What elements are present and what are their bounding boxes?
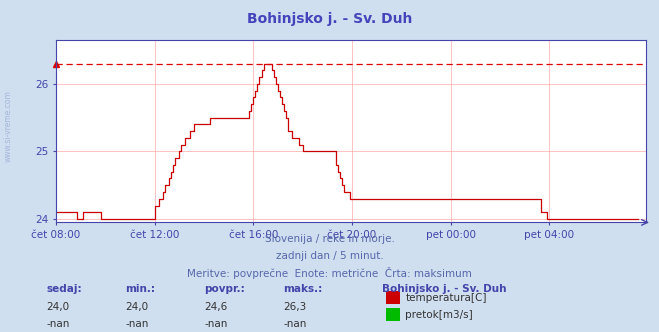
Text: maks.:: maks.: xyxy=(283,284,323,294)
Text: sedaj:: sedaj: xyxy=(46,284,82,294)
Text: pretok[m3/s]: pretok[m3/s] xyxy=(405,310,473,320)
Text: -nan: -nan xyxy=(204,319,227,329)
Text: 24,6: 24,6 xyxy=(204,302,227,312)
Text: 24,0: 24,0 xyxy=(46,302,69,312)
Text: 24,0: 24,0 xyxy=(125,302,148,312)
Text: Bohinjsko j. - Sv. Duh: Bohinjsko j. - Sv. Duh xyxy=(247,12,412,26)
Text: zadnji dan / 5 minut.: zadnji dan / 5 minut. xyxy=(275,251,384,261)
Text: min.:: min.: xyxy=(125,284,156,294)
Text: -nan: -nan xyxy=(46,319,69,329)
Text: Meritve: povprečne  Enote: metrične  Črta: maksimum: Meritve: povprečne Enote: metrične Črta:… xyxy=(187,267,472,279)
Text: -nan: -nan xyxy=(125,319,148,329)
Text: Bohinjsko j. - Sv. Duh: Bohinjsko j. - Sv. Duh xyxy=(382,284,507,294)
Text: www.si-vreme.com: www.si-vreme.com xyxy=(4,90,13,162)
Text: Slovenija / reke in morje.: Slovenija / reke in morje. xyxy=(264,234,395,244)
Text: temperatura[C]: temperatura[C] xyxy=(405,293,487,303)
Text: -nan: -nan xyxy=(283,319,306,329)
Text: povpr.:: povpr.: xyxy=(204,284,245,294)
Text: 26,3: 26,3 xyxy=(283,302,306,312)
